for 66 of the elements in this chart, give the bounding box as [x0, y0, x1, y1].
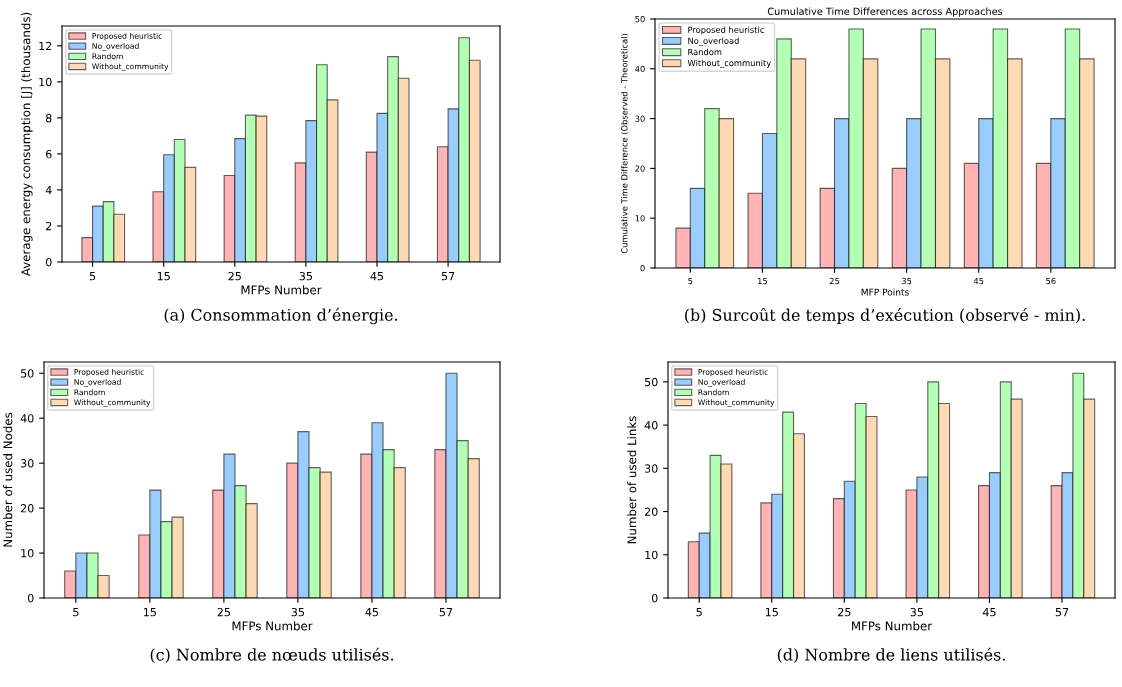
- x-tick-label: 25: [829, 277, 840, 285]
- x-tick-label: 45: [365, 608, 379, 617]
- x-tick-label: 5: [688, 277, 693, 285]
- y-tick-label: 30: [20, 459, 34, 468]
- legend-label: Proposed heuristic: [688, 26, 764, 35]
- legend-label: No_overload: [688, 37, 739, 46]
- y-tick-label: 50: [21, 369, 34, 378]
- x-tick-label: 5: [696, 608, 702, 617]
- x-tick-label: 57: [439, 608, 453, 617]
- y-tick-label: 20: [644, 507, 658, 516]
- y-axis-title: Number of used Links: [627, 416, 637, 544]
- x-tick-label: 56: [1046, 277, 1056, 285]
- text: (a) Consommation d’énergie.: [164, 307, 398, 325]
- x-tick-label: 45: [973, 277, 984, 285]
- x-axis-title: MFP Points: [861, 288, 909, 296]
- x-tick-label: 25: [217, 607, 230, 617]
- y-tick-label: 40: [644, 421, 658, 430]
- legend-label: Random: [688, 48, 722, 56]
- y-tick-label: 50: [645, 377, 658, 387]
- x-axis-title: MFPs Number: [852, 621, 933, 631]
- text: (b) Surcoût de temps d’exécution (observé - min).: [685, 307, 1085, 325]
- y-axis-title: Average energy consumption [J] (thousands): [21, 12, 33, 277]
- y-tick-label: 20: [635, 165, 645, 172]
- chart-title: Cumulative Time Differences across Approaches: [767, 7, 1003, 17]
- x-tick-label: 15: [157, 272, 170, 281]
- y-tick-label: 30: [644, 464, 658, 473]
- x-tick-label: 5: [73, 608, 79, 617]
- y-tick-label: 50: [635, 15, 645, 23]
- x-tick-label: 35: [910, 607, 923, 617]
- x-tick-label: 57: [1055, 608, 1069, 617]
- x-tick-label: 25: [838, 607, 851, 617]
- legend-label: Without_community: [687, 59, 771, 68]
- y-tick-label: 10: [21, 549, 34, 558]
- x-tick-label: 35: [291, 607, 305, 617]
- x-tick-label: 15: [765, 608, 778, 617]
- y-tick-label: 0: [640, 264, 645, 272]
- y-tick-label: 0: [27, 593, 34, 603]
- text: (d) Nombre de liens utilisés.: [777, 647, 1005, 663]
- y-tick-label: 4: [45, 186, 52, 195]
- x-axis-title: MFPs Number: [232, 621, 313, 631]
- x-axis-title: MFPs Number: [241, 285, 322, 295]
- y-tick-label: 10: [39, 77, 52, 87]
- y-axis-title: Number of used Nodes: [3, 412, 13, 547]
- y-tick-label: 2: [46, 221, 52, 231]
- y-tick-label: 0: [651, 593, 658, 603]
- y-tick-label: 40: [635, 65, 645, 73]
- y-tick-label: 6: [45, 149, 52, 159]
- y-tick-label: 8: [45, 113, 52, 123]
- text: (c) Nombre de nœuds utilisés.: [150, 647, 394, 663]
- x-tick-label: 45: [370, 272, 384, 281]
- y-axis-title: Cumulative Time Difference (Observed - Theoretical): [621, 34, 629, 254]
- x-tick-label: 35: [299, 271, 312, 281]
- y-tick-label: 10: [635, 215, 645, 222]
- y-tick-label: 40: [20, 414, 34, 423]
- y-tick-label: 30: [635, 115, 645, 122]
- x-tick-label: 57: [441, 272, 455, 281]
- x-tick-label: 45: [982, 608, 996, 617]
- y-tick-label: 20: [20, 504, 34, 513]
- y-tick-label: 10: [645, 550, 658, 560]
- y-tick-label: 0: [45, 257, 52, 267]
- x-tick-label: 15: [144, 608, 156, 617]
- x-tick-label: 5: [89, 272, 96, 281]
- x-tick-label: 15: [758, 277, 767, 285]
- x-tick-label: 35: [901, 277, 912, 285]
- y-tick-label: 12: [39, 41, 52, 51]
- x-tick-label: 25: [228, 271, 241, 281]
